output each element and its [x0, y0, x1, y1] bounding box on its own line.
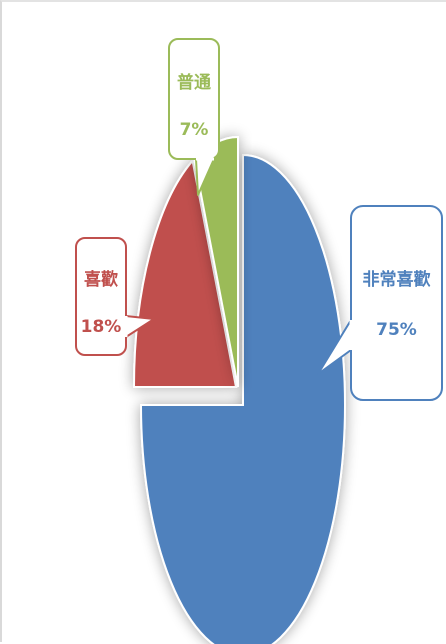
pie-callouts: 非常喜歡 75% 喜歡 18% 普通 7%: [75, 38, 443, 401]
slice-value-1: 75%: [376, 320, 417, 340]
pie-slice-2: [132, 158, 238, 388]
pie-slices: [132, 135, 346, 644]
slice-value-2: 18%: [81, 317, 122, 337]
callout-3: 普通 7%: [168, 38, 220, 196]
slice-label-1: 非常喜歡: [363, 269, 431, 290]
callout-1: 非常喜歡 75%: [317, 205, 443, 401]
slice-label-3: 普通: [177, 72, 211, 93]
callout-2: 喜歡 18%: [75, 237, 155, 356]
slice-value-3: 7%: [180, 120, 209, 140]
slice-label-2: 喜歡: [84, 269, 118, 290]
pie-slice-1: [139, 153, 346, 644]
